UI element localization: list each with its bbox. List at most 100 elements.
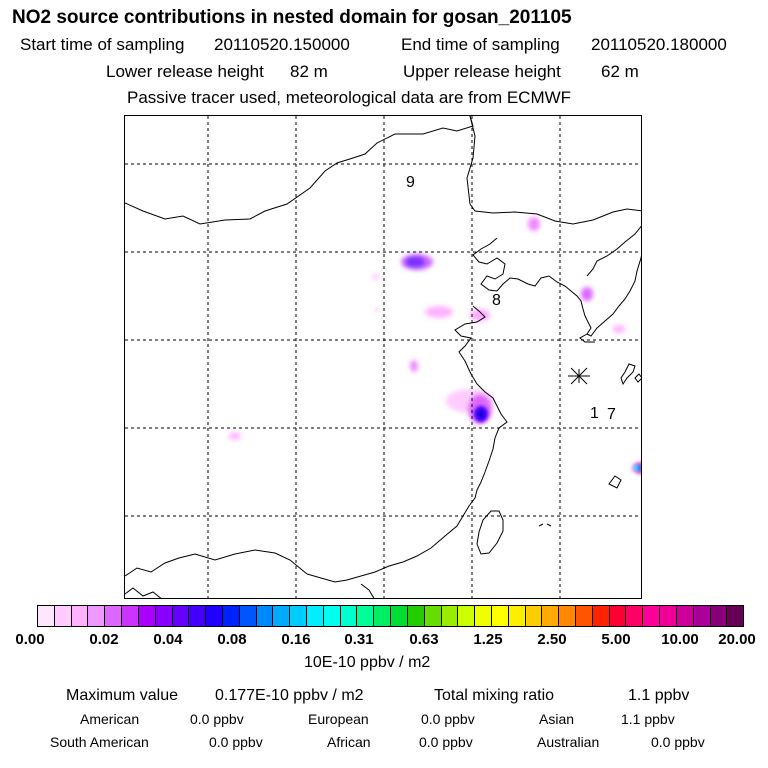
plume-blob [405,256,425,268]
colorbar-segment [221,606,239,626]
colorbar-tick: 0.31 [344,631,374,648]
colorbar-segment [474,606,491,626]
day-label-9: 9 [406,174,415,191]
colorbar-segment [87,606,105,626]
colorbar-segment [642,606,660,626]
coastline [586,225,641,277]
region-name: Asian [539,711,575,727]
colorbar-segment [457,606,475,626]
island-kyushu [620,363,636,386]
colorbar-segment [38,606,54,626]
colorbar-tick: 0.16 [281,631,311,648]
colorbar-segment [507,606,525,626]
region-name: European [308,711,369,727]
region-name: American [80,711,140,727]
map-panel: 9 8 1 7 [124,115,642,599]
colorbar-segment [205,606,222,626]
day-label-7: 7 [607,406,616,423]
colorbar-segment [675,606,693,626]
page-title: NO2 source contributions in nested domai… [12,7,572,28]
colorbar-segment [322,606,340,626]
colorbar-segment [692,606,710,626]
region-value: 0.0 ppbv [419,734,473,750]
day-label-1: 1 [590,405,599,422]
colorbar-tick: 0.63 [409,631,439,648]
upper-height-label: Upper release height [403,62,561,81]
colorbar-segment [306,606,323,626]
plume-blob [634,466,638,470]
plume-blob [425,306,453,318]
plume-blob [229,432,241,440]
region-name: South American [50,734,149,750]
colorbar-segment [289,606,306,626]
colorbar-segment [238,606,256,626]
region-value: 0.0 ppbv [421,711,475,727]
coastline [472,237,584,310]
colorbar-segment [272,606,290,626]
colorbar-segment [255,606,273,626]
start-time-value: 20110520.150000 [214,35,350,54]
plume-blob [410,360,418,372]
total-mixing-label: Total mixing ratio [434,687,555,704]
colorbar-segment [171,606,189,626]
tracer-note: Passive tracer used, meteorological data… [127,88,572,107]
region-name: African [327,734,371,750]
colorbar-segment [490,606,508,626]
colorbar-segment [423,606,441,626]
coastline [306,305,508,583]
day-label-8: 8 [492,292,501,309]
colorbar-tick: 1.25 [473,631,503,648]
colorbar-segment [591,606,609,626]
colorbar-segment [524,606,542,626]
colorbar-segment [558,606,575,626]
region-name: Australian [537,734,600,750]
colorbar-segment [188,606,206,626]
lat-lon-grid [125,116,641,598]
total-mixing-value: 1.1 ppbv [628,687,690,704]
border-line [466,116,641,225]
plume-blob [470,309,490,321]
colorbar-segment [625,606,643,626]
colorbar-segment [137,606,155,626]
plume-blob [581,287,593,301]
island [608,475,622,489]
plume-blob [478,410,484,418]
colorbar-tick: 0.02 [89,631,119,648]
colorbar-segment [339,606,357,626]
colorbar-unit: 10E-10 ppbv / m2 [304,654,431,671]
coastline [360,583,375,598]
colorbar-segment [53,606,71,626]
colorbar-tick: 2.50 [537,631,567,648]
colorbar-segment [356,606,374,626]
colorbar-segment [70,606,88,626]
start-time-label: Start time of sampling [20,35,185,54]
region-value: 1.1 ppbv [621,711,675,727]
colorbar-segment [121,606,138,626]
colorbar-segment [709,606,727,626]
colorbar-tick: 0.04 [153,631,183,648]
max-value: 0.177E-10 ppbv / m2 [215,687,364,704]
colorbar-segment [575,606,592,626]
color-scale-bar [37,605,744,627]
border-line [125,587,162,598]
island-taiwan [476,510,504,555]
colorbar-segment [104,606,122,626]
asterisk-icon [568,367,590,385]
colorbar-segment [608,606,626,626]
colorbar-segment [541,606,559,626]
coastline [579,333,595,343]
colorbar-segment [659,606,676,626]
region-value: 0.0 ppbv [190,711,244,727]
colorbar-tick: 0.00 [15,631,45,648]
region-value: 0.0 ppbv [209,734,263,750]
border-line [125,549,308,577]
plume-blob [375,308,379,312]
colorbar-tick: 10.00 [661,631,699,648]
concentration-plumes [229,217,641,474]
colorbar-segment [154,606,172,626]
plume-blob [528,217,540,231]
lower-height-value: 82 m [290,62,328,81]
region-value: 0.0 ppbv [651,734,705,750]
island [538,523,552,527]
island [634,373,641,383]
